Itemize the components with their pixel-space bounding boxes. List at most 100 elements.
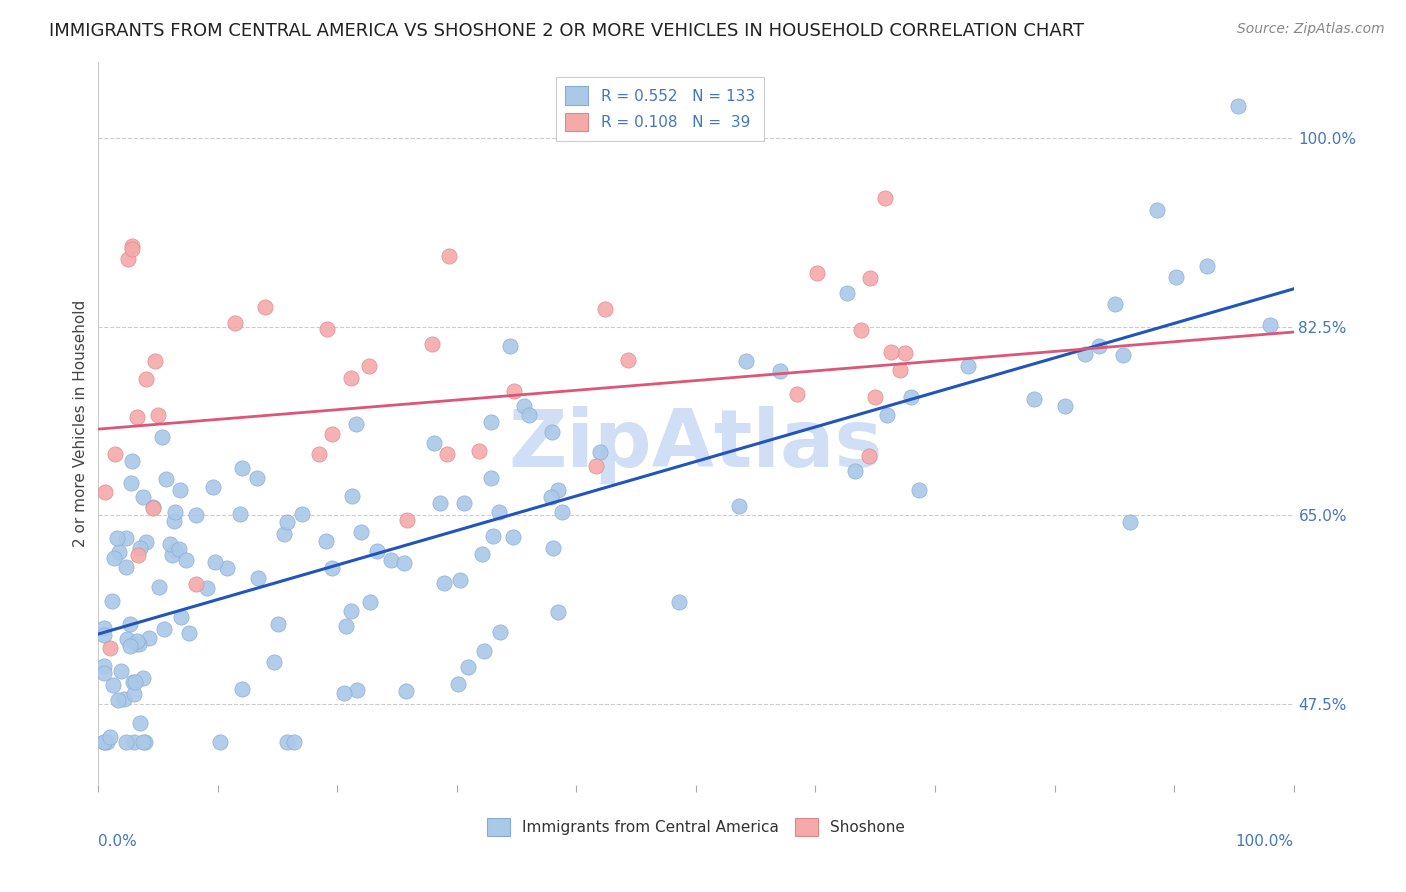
Point bbox=[849, 323, 872, 337]
Point bbox=[120, 640, 142, 654]
Point bbox=[380, 553, 402, 567]
Point bbox=[366, 544, 388, 558]
Point bbox=[547, 605, 569, 619]
Point bbox=[433, 576, 456, 591]
Point bbox=[231, 682, 253, 697]
Point bbox=[513, 399, 536, 413]
Point bbox=[1118, 515, 1140, 529]
Text: IMMIGRANTS FROM CENTRAL AMERICA VS SHOSHONE 2 OR MORE VEHICLES IN HOUSEHOLD CORR: IMMIGRANTS FROM CENTRAL AMERICA VS SHOSH… bbox=[49, 22, 1084, 40]
Point bbox=[1164, 270, 1187, 285]
Point bbox=[395, 683, 418, 698]
Point bbox=[588, 445, 610, 459]
Point bbox=[167, 541, 190, 556]
Point bbox=[96, 735, 118, 749]
Point bbox=[835, 285, 858, 300]
Point bbox=[593, 302, 616, 317]
Point bbox=[152, 430, 174, 444]
Point bbox=[863, 390, 886, 404]
Point bbox=[153, 622, 176, 636]
Point bbox=[806, 266, 828, 280]
Point bbox=[1226, 98, 1249, 112]
Point bbox=[93, 659, 115, 673]
Point bbox=[98, 731, 121, 745]
Point bbox=[204, 555, 226, 569]
Point bbox=[617, 352, 640, 367]
Point bbox=[125, 410, 148, 425]
Point bbox=[148, 580, 170, 594]
Point bbox=[142, 500, 165, 515]
Point bbox=[93, 628, 115, 642]
Point bbox=[1258, 318, 1281, 332]
Point bbox=[488, 505, 510, 519]
Text: Source: ZipAtlas.com: Source: ZipAtlas.com bbox=[1237, 22, 1385, 37]
Point bbox=[231, 461, 253, 475]
Point bbox=[1053, 399, 1076, 413]
Point bbox=[146, 408, 169, 422]
Point bbox=[547, 483, 569, 497]
Point bbox=[346, 682, 368, 697]
Point bbox=[315, 533, 337, 548]
Point bbox=[101, 594, 124, 608]
Point bbox=[114, 735, 136, 749]
Point bbox=[121, 454, 143, 468]
Legend: Immigrants from Central America, Shoshone: Immigrants from Central America, Shoshon… bbox=[481, 812, 911, 842]
Point bbox=[880, 344, 903, 359]
Point bbox=[333, 686, 356, 700]
Point bbox=[229, 507, 252, 521]
Point bbox=[276, 735, 298, 749]
Point bbox=[340, 371, 363, 385]
Point bbox=[543, 541, 565, 555]
Point bbox=[350, 524, 373, 539]
Point bbox=[585, 458, 607, 473]
Point bbox=[163, 514, 186, 528]
Point bbox=[110, 664, 132, 678]
Point bbox=[453, 496, 475, 510]
Point bbox=[132, 735, 155, 749]
Point bbox=[155, 472, 177, 486]
Point bbox=[115, 560, 138, 574]
Point bbox=[858, 449, 880, 463]
Point bbox=[273, 527, 295, 541]
Point bbox=[120, 475, 142, 490]
Point bbox=[202, 480, 225, 494]
Point bbox=[122, 674, 145, 689]
Point bbox=[263, 655, 285, 669]
Point bbox=[94, 485, 117, 500]
Point bbox=[138, 632, 160, 646]
Point bbox=[217, 560, 239, 574]
Point bbox=[124, 687, 146, 701]
Point bbox=[115, 532, 138, 546]
Point bbox=[728, 499, 751, 513]
Point bbox=[437, 249, 460, 263]
Point bbox=[422, 435, 444, 450]
Point bbox=[127, 633, 149, 648]
Point bbox=[517, 408, 540, 422]
Point bbox=[107, 544, 129, 558]
Point bbox=[396, 513, 419, 527]
Point bbox=[1022, 392, 1045, 406]
Point bbox=[875, 191, 897, 205]
Point bbox=[128, 541, 150, 556]
Point bbox=[889, 362, 911, 376]
Point bbox=[907, 483, 929, 497]
Point bbox=[502, 530, 524, 544]
Point bbox=[135, 371, 157, 385]
Text: 100.0%: 100.0% bbox=[1236, 834, 1294, 849]
Point bbox=[169, 483, 191, 497]
Point bbox=[1104, 297, 1126, 311]
Point bbox=[115, 632, 138, 646]
Point bbox=[143, 353, 166, 368]
Point bbox=[291, 508, 314, 522]
Point bbox=[121, 242, 143, 256]
Point bbox=[471, 547, 494, 561]
Point bbox=[340, 489, 363, 503]
Point bbox=[308, 447, 330, 461]
Point bbox=[117, 252, 139, 266]
Point bbox=[315, 322, 337, 336]
Point bbox=[131, 491, 153, 505]
Point bbox=[420, 337, 443, 351]
Point bbox=[769, 364, 792, 378]
Point bbox=[503, 384, 526, 398]
Point bbox=[893, 345, 915, 359]
Point bbox=[876, 408, 898, 422]
